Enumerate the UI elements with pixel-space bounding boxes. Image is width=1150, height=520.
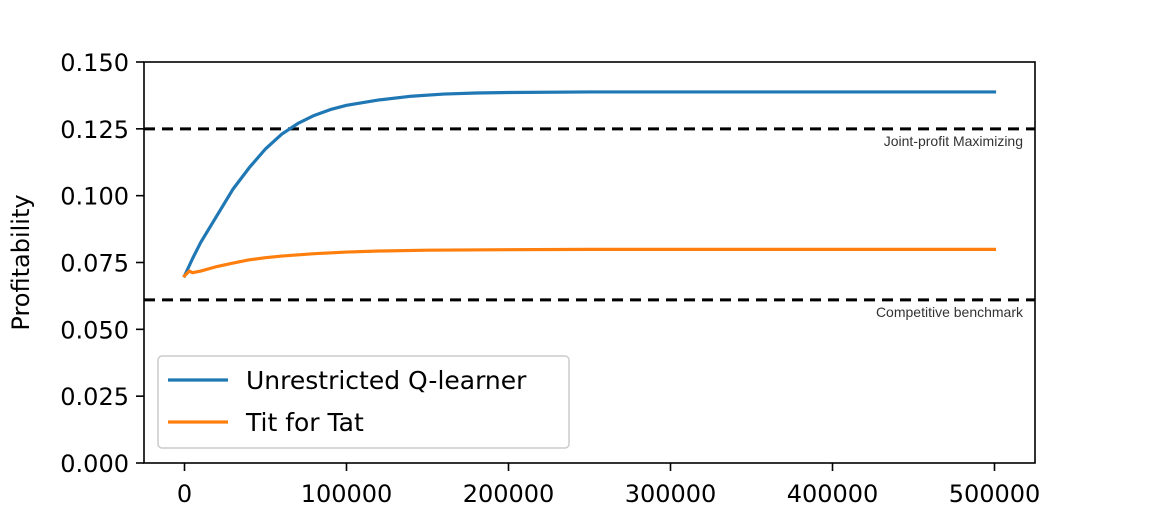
- plot-area: Joint-profit Maximizing Competitive bench…: [144, 90, 1035, 320]
- legend-box: [157, 355, 570, 449]
- legend-label-2: Tit for Tat: [245, 408, 364, 437]
- y-tick-label: 0.000: [60, 450, 129, 478]
- x-tick-label: 500000: [949, 480, 1041, 508]
- axes: 0 100000 200000 300000 400000 500000 0.000 0.02…: [60, 49, 1040, 508]
- legend: Unrestricted Q-learner Tit for Tat: [157, 355, 570, 449]
- y-tick-label: 0.050: [60, 316, 129, 344]
- y-tick-label: 0.125: [60, 116, 129, 144]
- y-tick-label: 0.100: [60, 183, 129, 211]
- reference-line-label-1: Joint-profit Maximizing: [884, 133, 1023, 149]
- reference-line-label-2: Competitive benchmark: [876, 304, 1024, 320]
- x-tick-label: 200000: [463, 480, 555, 508]
- x-tick-label: 400000: [787, 480, 879, 508]
- y-tick-label: 0.025: [60, 383, 129, 411]
- x-tick-label: 300000: [625, 480, 717, 508]
- legend-label-1: Unrestricted Q-learner: [246, 366, 527, 395]
- series-line-1: [182, 90, 997, 278]
- y-tick-label: 0.150: [60, 49, 129, 77]
- y-tick-label: 0.075: [60, 250, 129, 278]
- x-tick-label: 100000: [301, 480, 393, 508]
- x-tick-label: 0: [177, 480, 192, 508]
- series-line-2: [182, 247, 997, 279]
- y-axis-label: Profitability: [7, 194, 35, 330]
